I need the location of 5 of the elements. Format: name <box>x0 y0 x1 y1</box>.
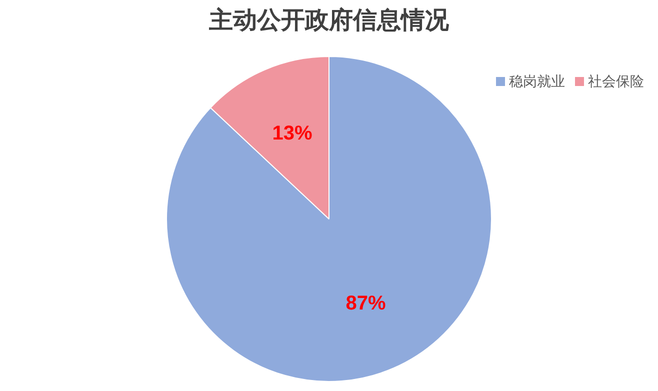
data-label: 87% <box>346 292 386 315</box>
data-label: 13% <box>272 122 312 145</box>
legend-label: 社会保险 <box>587 73 644 91</box>
chart-title: 主动公开政府信息情况 <box>208 6 450 36</box>
legend-label: 稳岗就业 <box>508 73 565 91</box>
